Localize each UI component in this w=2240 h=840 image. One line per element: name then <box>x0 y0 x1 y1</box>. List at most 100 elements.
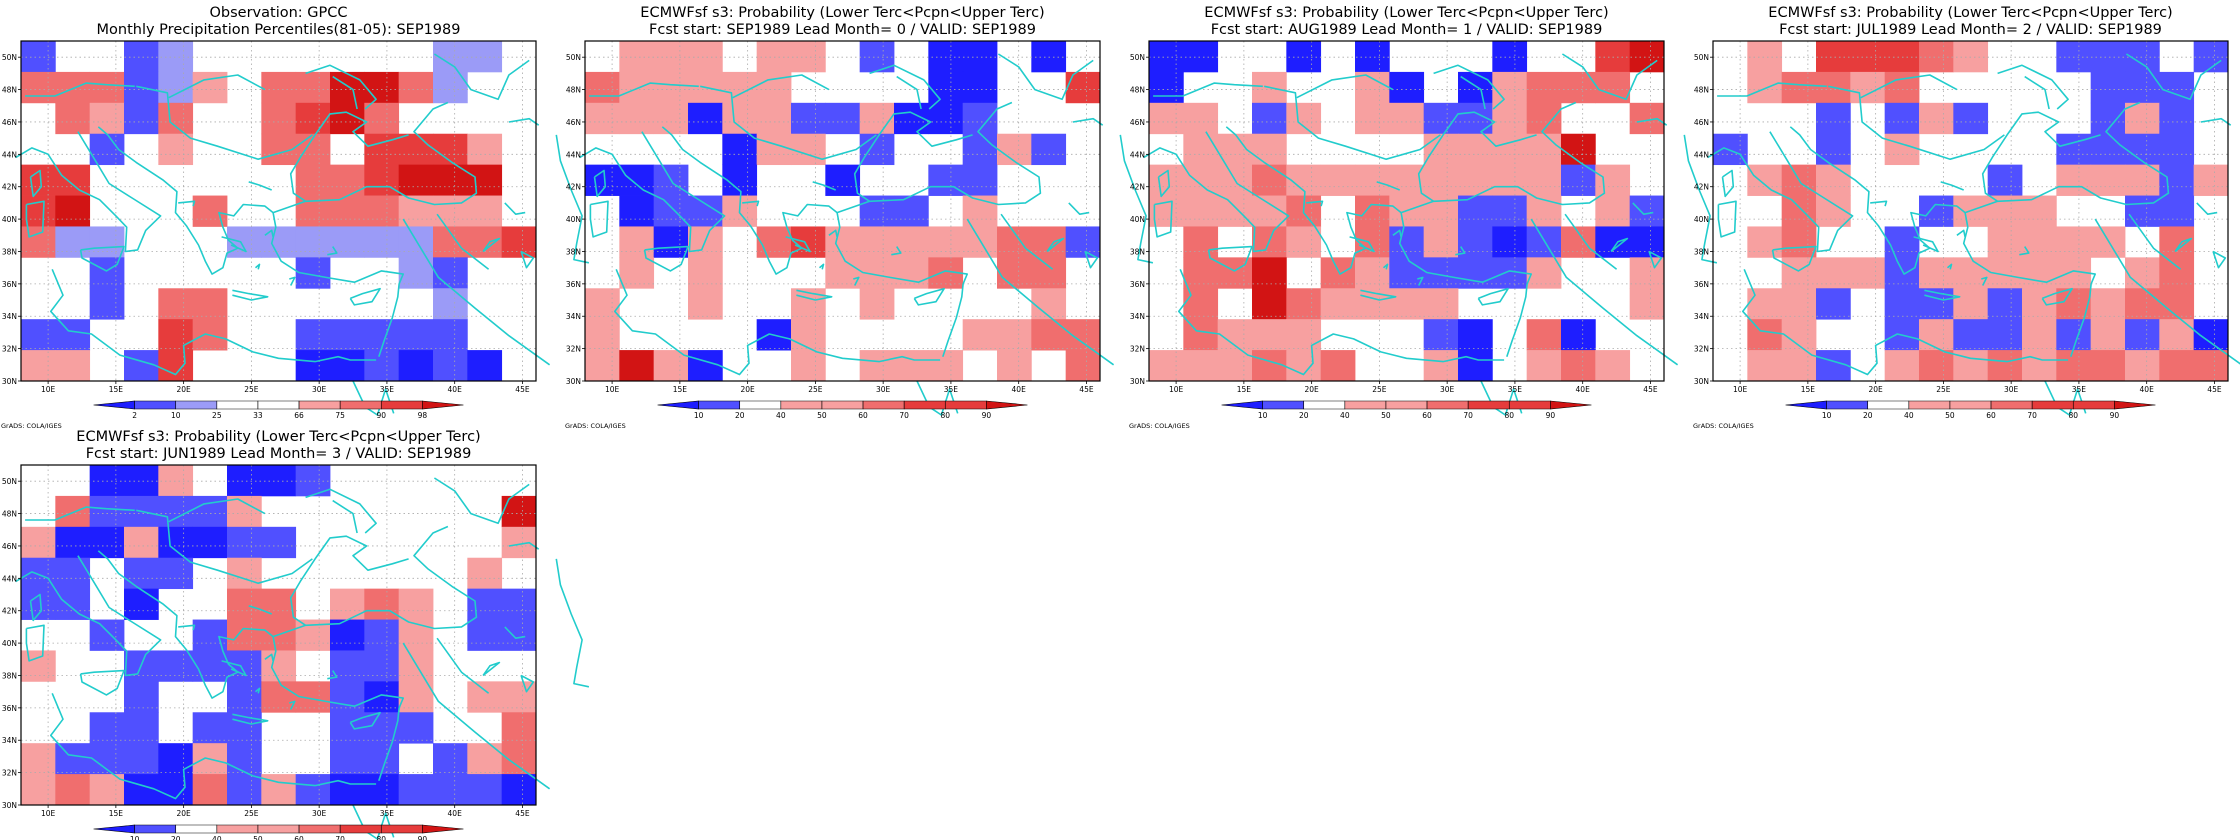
coastline <box>555 558 590 688</box>
lat-tick-label: 42N <box>1130 183 1145 192</box>
grid-cell <box>1595 195 1631 227</box>
colorbar-label: 90 <box>1546 411 1556 420</box>
grid-cell <box>1492 133 1528 166</box>
grid-cell <box>756 102 792 135</box>
grid-cell <box>2125 257 2160 289</box>
lon-tick-label: 30E <box>1440 385 1455 394</box>
lat-tick-label: 34N <box>2 736 17 745</box>
grid-cell <box>364 619 400 651</box>
colorbar-segment <box>986 400 1028 410</box>
colorbar-segment <box>175 400 218 410</box>
grid-cell <box>330 319 365 351</box>
coastline <box>1561 53 1658 101</box>
coastline <box>1084 250 1099 269</box>
grid-cell <box>55 774 91 806</box>
grid-cell <box>1320 164 1356 196</box>
grid-cell <box>1031 288 1067 320</box>
coastline <box>785 236 811 253</box>
grid-cell <box>398 133 434 166</box>
lat-tick-label: 40N <box>1694 215 1709 224</box>
grid-cell <box>158 41 194 73</box>
grid-cell <box>433 774 468 806</box>
colorbar-segment <box>1785 400 1827 410</box>
grid-cell <box>227 619 262 651</box>
coastline <box>796 289 833 301</box>
grid-cell <box>21 743 56 775</box>
map-frame <box>20 464 537 806</box>
grid-cell <box>1355 226 1390 258</box>
grid-cell <box>364 195 400 227</box>
grid-cell <box>1561 164 1596 196</box>
map-panel-lead2: ECMWFsf s3: Probability (Lower Terc<Pcpn… <box>1693 5 2240 430</box>
colorbar-segment <box>1221 400 1263 410</box>
lat-tick-label: 42N <box>2 183 17 192</box>
grid-cell <box>398 774 434 806</box>
lon-tick-label: 30E <box>2004 385 2019 394</box>
coastline <box>1349 236 1375 253</box>
panel-title: Observation: GPCC <box>209 5 347 21</box>
colorbar-label: 70 <box>1463 411 1473 420</box>
map-frame <box>1148 40 1665 382</box>
colorbar-label: 60 <box>1986 411 1996 420</box>
colorbar-label: 40 <box>776 411 786 420</box>
coastline <box>700 85 877 160</box>
grid-cell <box>295 102 331 135</box>
grid-cell <box>1423 350 1459 382</box>
colorbar-segment <box>216 400 259 410</box>
grid-cell <box>1252 288 1287 320</box>
coastline <box>1610 237 1629 253</box>
coastline <box>997 53 1094 101</box>
grid-cell <box>158 319 194 351</box>
grid-cell <box>2193 164 2229 196</box>
grid-cell <box>261 102 297 135</box>
grid-cell <box>1252 133 1287 166</box>
map-panel-lead1: ECMWFsf s3: Probability (Lower Terc<Pcpn… <box>1129 5 1718 430</box>
grid-cell <box>89 288 125 320</box>
colorbar-label: 40 <box>1340 411 1350 420</box>
lon-tick-label: 10E <box>1733 385 1748 394</box>
grid-cell <box>2125 164 2160 196</box>
coastline <box>1946 263 1953 270</box>
lat-tick-label: 30N <box>566 377 581 386</box>
coastline <box>79 669 125 696</box>
grid-cell <box>89 495 125 528</box>
lat-tick-label: 40N <box>566 215 581 224</box>
colorbar-label: 50 <box>817 411 827 420</box>
grads-credit: GrADS: COLA/IGES <box>565 422 626 430</box>
coastline <box>1306 200 1324 207</box>
lon-tick-label: 40E <box>448 385 463 394</box>
coastline <box>1997 64 2069 110</box>
coastline <box>1530 218 1679 366</box>
grid-cell <box>1629 288 1665 320</box>
lat-tick-label: 48N <box>2 510 17 519</box>
colorbar-label: 70 <box>2027 411 2037 420</box>
grid-cell <box>467 350 503 382</box>
lon-tick-label: 30E <box>312 385 327 394</box>
grid-cell <box>1781 288 1817 320</box>
grid-cell <box>894 350 929 382</box>
colorbar-label: 25 <box>212 411 222 420</box>
grid-cell <box>962 164 998 196</box>
coastline <box>1962 212 2096 357</box>
grid-cell <box>1389 102 1425 135</box>
grid-cell <box>1747 350 1783 382</box>
grid-cell <box>1492 195 1528 227</box>
colorbar-label: 60 <box>858 411 868 420</box>
grid-cell <box>2125 350 2160 382</box>
lon-tick-label: 45E <box>1643 385 1658 394</box>
coastline <box>327 670 338 680</box>
grid-cell <box>1149 41 1184 73</box>
grid-cell <box>398 650 434 682</box>
coastline <box>1940 181 1964 191</box>
colorbar-segment <box>422 824 464 834</box>
coastline <box>15 555 162 677</box>
grid-cell <box>364 774 400 806</box>
grid-cell <box>1492 41 1528 73</box>
coastline <box>1981 276 1988 286</box>
grid-cell <box>791 319 826 351</box>
grid-cell <box>2125 102 2160 135</box>
grid-cell <box>1884 102 1920 135</box>
grid-cell <box>21 319 56 351</box>
grid-cell <box>1149 71 1184 104</box>
